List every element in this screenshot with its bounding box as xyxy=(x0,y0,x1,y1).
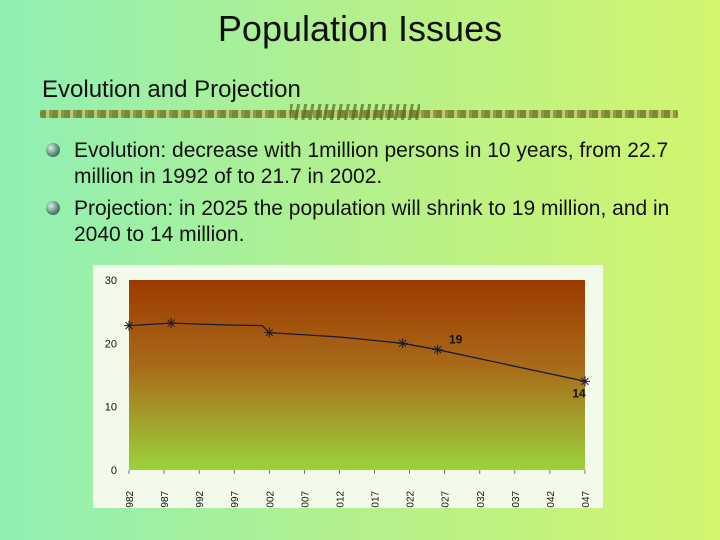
x-tick-label: 2007 xyxy=(300,490,311,508)
bullet-icon xyxy=(46,143,60,157)
data-point-marker xyxy=(124,320,134,331)
data-label: 14 xyxy=(572,386,586,400)
bullet-item-evolution: Evolution: decrease with 1million person… xyxy=(40,138,680,190)
slide-title: Population Issues xyxy=(217,8,503,49)
plot-area xyxy=(129,280,585,470)
x-tick-label: 1997 xyxy=(230,490,241,508)
bullet-item-projection: Projection: in 2025 the population will … xyxy=(40,196,680,248)
x-tick-label: 2032 xyxy=(476,490,487,508)
bullet-text: Projection: in 2025 the population will … xyxy=(74,197,670,246)
x-tick-label: 2022 xyxy=(406,490,417,508)
x-tick-label: 2042 xyxy=(546,490,557,508)
x-tick-label: 2037 xyxy=(511,490,522,508)
divider-ornament xyxy=(290,104,420,120)
y-tick-label: 20 xyxy=(105,338,117,350)
x-tick-label: 2002 xyxy=(265,490,276,508)
bullet-list: Evolution: decrease with 1million person… xyxy=(40,138,680,254)
data-point-marker xyxy=(397,338,408,349)
y-tick-label: 0 xyxy=(111,465,117,477)
x-tick-label: 2027 xyxy=(441,490,452,508)
bullet-text: Evolution: decrease with 1million person… xyxy=(74,139,669,188)
y-tick-label: 10 xyxy=(105,402,117,414)
slide-subtitle: Evolution and Projection xyxy=(42,76,301,103)
population-chart: 0 10 20 30 1982 1987 1992 1997 2002 2007 2012 2017… xyxy=(93,265,603,508)
data-label: 19 xyxy=(449,333,463,347)
x-tick-label: 2012 xyxy=(335,490,346,508)
x-tick-label: 1992 xyxy=(195,490,206,508)
x-tick-label: 2047 xyxy=(581,490,592,508)
y-tick-label: 30 xyxy=(105,275,117,287)
x-tick-label: 1987 xyxy=(160,490,171,508)
data-point-marker xyxy=(432,344,443,355)
x-tick-label: 1982 xyxy=(125,490,136,508)
bullet-icon xyxy=(46,201,60,215)
x-tick-label: 2017 xyxy=(371,490,382,508)
data-point-marker xyxy=(264,327,275,338)
data-point-marker xyxy=(580,376,590,387)
data-point-marker xyxy=(166,318,177,329)
